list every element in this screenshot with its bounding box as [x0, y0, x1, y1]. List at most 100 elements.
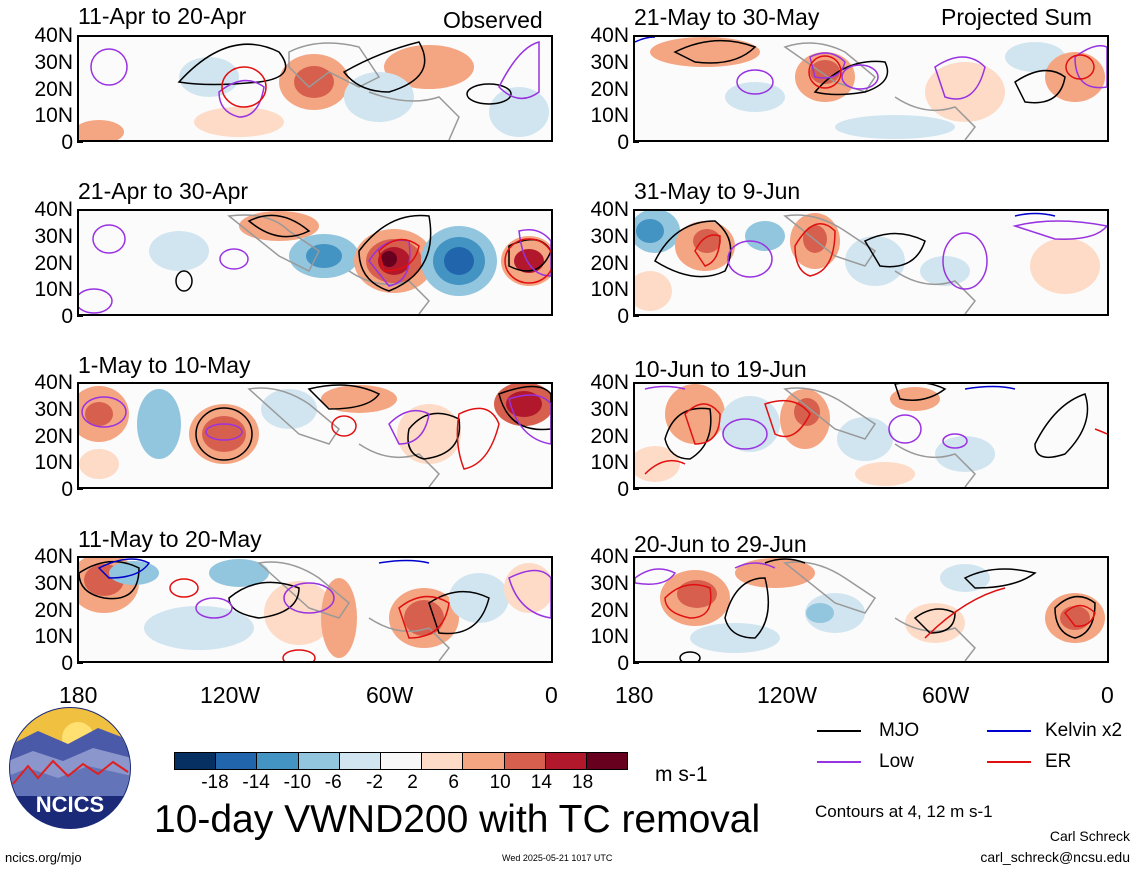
lon-label-60w: 60W: [366, 682, 414, 708]
lat-label: 10N: [34, 278, 73, 302]
lat-label: 0: [617, 305, 629, 328]
colorbar-swatch: [215, 752, 258, 770]
panel-title: 21-May to 30-May: [634, 4, 820, 30]
website-link[interactable]: ncics.org/mjo: [5, 850, 82, 865]
panel-title: 20-Jun to 29-Jun: [634, 531, 807, 557]
lat-label: 40N: [34, 545, 73, 568]
colorbar-swatch: [174, 752, 216, 770]
lat-tick: [633, 316, 639, 317]
lat-tick: [77, 316, 83, 317]
colorbar-label: 6: [448, 772, 459, 793]
colorbar-label: 10: [489, 772, 511, 793]
panel-title: 10-Jun to 19-Jun: [634, 356, 807, 382]
panel-title: 31-May to 9-Jun: [634, 178, 801, 204]
legend-line-kelvin: [987, 730, 1031, 732]
map-panel-observed-3: [77, 382, 553, 489]
lon-label-60w: 60W: [922, 682, 970, 708]
map-panel-observed-4: [77, 556, 553, 663]
lat-label: 40N: [34, 24, 73, 47]
map-panel-projected-4: [633, 556, 1109, 663]
lat-label: 20N: [590, 598, 629, 622]
panel-title: 11-May to 20-May: [78, 526, 262, 552]
lon-label-120w: 120W: [200, 682, 261, 708]
lat-label: 20N: [34, 598, 73, 622]
colorbar-swatch: [256, 752, 299, 770]
lat-label: 10N: [590, 625, 629, 649]
lat-label: 30N: [34, 224, 73, 248]
lat-tick: [633, 489, 639, 490]
lat-label: 40N: [590, 545, 629, 568]
legend-label-low: Low: [879, 751, 914, 772]
lat-label: 0: [61, 305, 73, 328]
lat-label: 0: [617, 478, 629, 501]
legend-line-er: [987, 761, 1031, 763]
lat-label: 40N: [590, 24, 629, 47]
lat-label: 10N: [34, 104, 73, 128]
map-panel-observed-2: [77, 209, 553, 316]
lat-label: 20N: [34, 251, 73, 275]
lon-label-120w: 120W: [757, 682, 818, 708]
lat-label: 30N: [590, 50, 629, 74]
lon-label-180: 180: [59, 682, 98, 708]
lat-label: 10N: [34, 625, 73, 649]
observed-label: Observed: [443, 7, 543, 33]
lat-label: 30N: [590, 571, 629, 595]
colorbar-swatch: [421, 752, 464, 770]
lat-label: 20N: [590, 77, 629, 101]
lat-tick: [77, 489, 83, 490]
lat-tick: [633, 142, 639, 143]
colorbar-label: -10: [283, 772, 312, 793]
lat-label: 10N: [590, 451, 629, 475]
lat-label: 10N: [590, 104, 629, 128]
lat-label: 10N: [590, 278, 629, 302]
lat-label: 20N: [590, 251, 629, 275]
panel-title: 11-Apr to 20-Apr: [78, 3, 247, 29]
lat-label: 20N: [34, 77, 73, 101]
lat-label: 30N: [34, 50, 73, 74]
map-panel-observed-1: [77, 35, 553, 142]
lat-label: 0: [61, 652, 73, 675]
lat-label: 40N: [34, 198, 73, 221]
timestamp: Wed 2025-05-21 1017 UTC: [502, 853, 613, 863]
ncics-logo: NCICS: [8, 706, 132, 830]
panel-title: 21-Apr to 30-Apr: [78, 178, 249, 204]
main-title: 10-day VWND200 with TC removal: [154, 798, 761, 841]
colorbar-swatch: [462, 752, 505, 770]
legend-label-kelvin: Kelvin x2: [1045, 720, 1123, 741]
map-panel-projected-1: [633, 35, 1109, 142]
lon-label-0: 0: [1101, 682, 1114, 708]
author-name: Carl Schreck: [1049, 828, 1130, 844]
colorbar-swatch: [297, 752, 340, 770]
lat-label: 0: [61, 478, 73, 501]
lat-label: 30N: [34, 571, 73, 595]
colorbar-swatch: [586, 752, 628, 770]
colorbar-label: -6: [324, 772, 342, 793]
panel-title: 1-May to 10-May: [78, 352, 251, 378]
lat-label: 30N: [590, 224, 629, 248]
colorbar-swatch: [503, 752, 546, 770]
colorbar-label: -18: [201, 772, 229, 793]
contours-note: Contours at 4, 12 m s-1: [815, 802, 993, 821]
logo-text: NCICS: [36, 792, 104, 817]
colorbar-label: 14: [530, 772, 552, 793]
lat-label: 40N: [34, 371, 73, 394]
lat-tick: [633, 663, 639, 664]
lat-label: 10N: [34, 451, 73, 475]
colorbar-label: 2: [407, 772, 418, 793]
map-panel-projected-2: [633, 209, 1109, 316]
colorbar-swatch: [338, 752, 381, 770]
lat-label: 20N: [590, 424, 629, 448]
colorbar-label: 18: [572, 772, 594, 793]
lat-tick: [77, 663, 83, 664]
author-email[interactable]: carl_schreck@ncsu.edu: [980, 849, 1130, 865]
lat-label: 40N: [590, 371, 629, 394]
colorbar-swatch: [544, 752, 587, 770]
colorbar-label: -14: [242, 772, 270, 793]
colorbar-label: -2: [366, 772, 383, 793]
lon-label-180: 180: [615, 682, 654, 708]
lat-label: 40N: [590, 198, 629, 221]
lat-label: 30N: [590, 397, 629, 421]
lat-label: 0: [61, 131, 73, 154]
legend-label-mjo: MJO: [879, 720, 920, 741]
colorbar-units: m s-1: [655, 763, 708, 786]
